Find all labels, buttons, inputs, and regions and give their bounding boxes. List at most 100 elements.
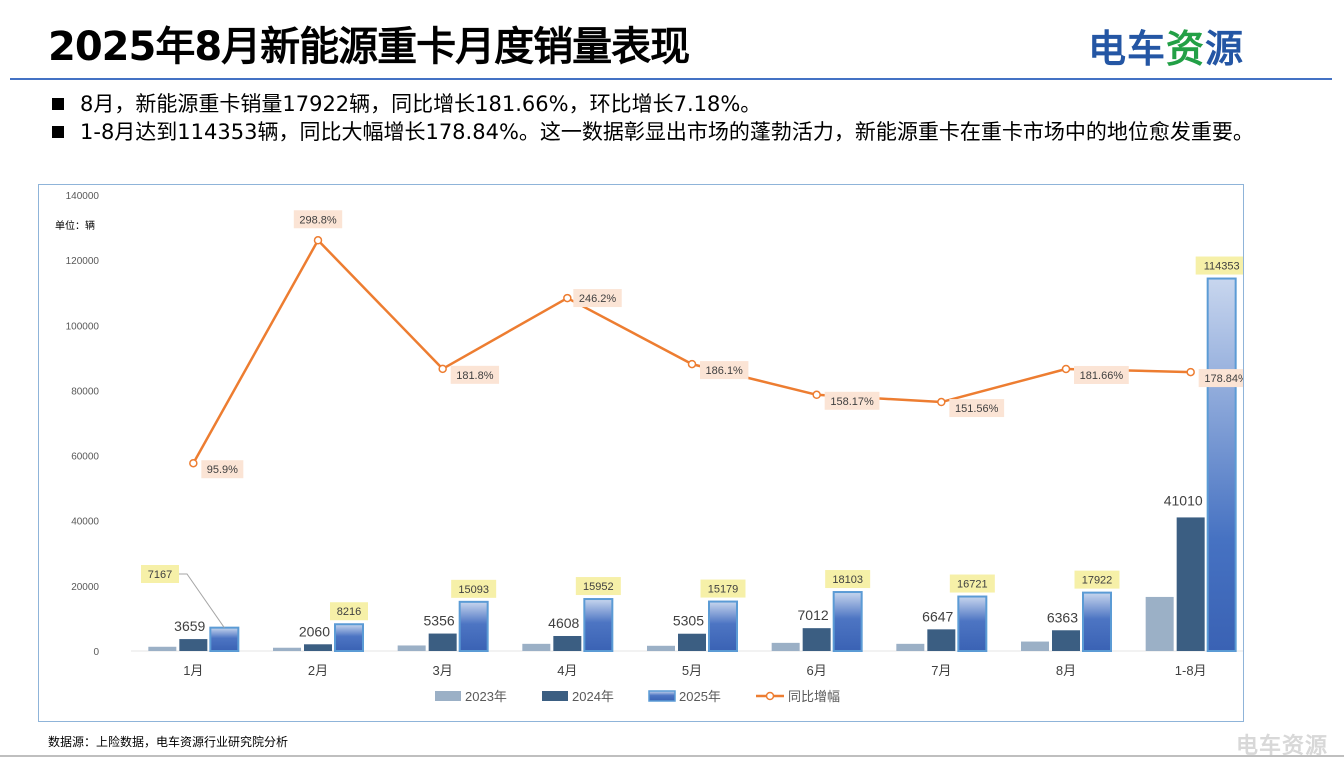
- logo-text-b: 资: [1166, 27, 1206, 71]
- yoy-value-label: 95.9%: [207, 464, 238, 476]
- bar-2023: [771, 642, 800, 651]
- bar-value-label: 7012: [798, 607, 829, 623]
- bar-2024: [1176, 517, 1205, 651]
- header-divider: [10, 78, 1332, 80]
- bar-2023: [647, 645, 675, 651]
- bar-value-label: 114353: [1204, 261, 1240, 273]
- x-tick-label: 8月: [1056, 663, 1076, 678]
- y-tick-label: 140000: [66, 191, 100, 202]
- legend-swatch-2025年: [648, 690, 676, 702]
- bar-2023: [148, 646, 177, 651]
- sales-chart: 020000400006000080000100000120000140000 …: [55, 191, 1254, 704]
- yoy-label-bg: [573, 289, 622, 308]
- chart-container: 0 20000 40000 60000 80000 100000 120000 140000 …: [38, 184, 1254, 722]
- x-tick-label: 4月: [557, 663, 577, 678]
- legend-label: 2025年: [679, 689, 721, 704]
- bar-2025: [957, 595, 988, 653]
- bar-2023: [397, 645, 426, 651]
- y-tick-label: 20000: [71, 582, 99, 593]
- bar-2025: [209, 626, 240, 653]
- page-title: 2025年8月新能源重卡月度销量表现: [48, 24, 690, 70]
- x-tick-label: 1-8月: [1175, 663, 1207, 678]
- bar-label-bg: [330, 602, 368, 621]
- bar-2024: [802, 628, 831, 651]
- yoy-point: [438, 364, 447, 374]
- watermark-logo: 电车资源: [1236, 734, 1329, 759]
- legend-label: 2024年: [572, 689, 614, 704]
- y-tick-label: 40000: [71, 517, 99, 528]
- x-tick-label: 7月: [931, 663, 951, 678]
- x-tick-label: 3月: [433, 663, 453, 678]
- y-tick-label: 0: [93, 647, 99, 658]
- y-tick-label: 120000: [66, 256, 100, 267]
- yoy-label-bg: [450, 365, 500, 384]
- bar-2023: [1021, 641, 1049, 651]
- bar-2023: [1145, 596, 1174, 651]
- legend-label: 2023年: [465, 689, 507, 704]
- summary-bullets: 8月，新能源重卡销量17922辆，同比增长181.66%，环比增长7.18%。 …: [48, 90, 1318, 146]
- bar-value-label: 16721: [957, 579, 988, 591]
- yoy-value-label: 298.8%: [299, 214, 337, 226]
- x-tick-label: 5月: [682, 663, 702, 678]
- x-tick-label: 1月: [183, 663, 203, 678]
- unit-label: 单位：辆: [55, 219, 95, 232]
- bullet-item: 8月，新能源重卡销量17922辆，同比增长181.66%，环比增长7.18%。: [48, 90, 1318, 118]
- yoy-value-label: 186.1%: [706, 365, 744, 377]
- yoy-value-label: 181.66%: [1080, 370, 1124, 382]
- yoy-value-label: 158.17%: [830, 396, 874, 408]
- logo-text-c: 源: [1205, 27, 1245, 71]
- legend-label: 同比增幅: [788, 689, 840, 704]
- yoy-value-label: 151.56%: [955, 403, 999, 415]
- bar-2023: [896, 643, 925, 651]
- yoy-label-bg: [824, 391, 880, 410]
- yoy-value-label: 246.2%: [579, 293, 617, 305]
- yoy-point: [1061, 364, 1071, 374]
- bar-2024: [678, 633, 706, 651]
- bar-2023: [522, 643, 551, 651]
- bar-value-label: 6647: [922, 608, 953, 624]
- yoy-point: [189, 458, 198, 468]
- bar-2025: [832, 591, 863, 653]
- bar-value-label: 15179: [708, 584, 739, 596]
- yoy-point: [563, 293, 572, 303]
- legend-marker: [765, 691, 775, 701]
- bar-2024: [1052, 630, 1080, 651]
- bar-value-label: 8216: [337, 606, 361, 618]
- bar-value-label: 17922: [1082, 575, 1113, 587]
- yoy-point: [687, 359, 697, 369]
- bar-value-label: 3659: [174, 618, 205, 634]
- bar-2024: [179, 639, 208, 651]
- bar-label-bg: [1195, 256, 1248, 275]
- x-tick-label: 2月: [308, 663, 328, 678]
- data-source-note: 数据源：上险数据，电车资源行业研究院分析: [48, 735, 289, 749]
- yoy-growth-line: [192, 239, 1191, 464]
- yoy-value-label: 178.84%: [1204, 373, 1243, 385]
- bar-value-label: 7167: [148, 569, 172, 581]
- bar-value-label: 6363: [1047, 609, 1078, 625]
- bullet-text: 1-8月达到114353辆，同比大幅增长178.84%。这一数据彰显出市场的蓬勃…: [80, 120, 1254, 144]
- bar-label-bg: [451, 579, 497, 598]
- legend-swatch-2023年: [435, 691, 461, 701]
- yoy-label-bg: [1074, 365, 1129, 384]
- yoy-label-bg: [700, 361, 749, 380]
- bar-value-label: 4608: [548, 615, 579, 631]
- bar-2024: [304, 644, 332, 651]
- bar-value-label: 5356: [424, 613, 455, 629]
- yoy-label-bg: [201, 460, 244, 479]
- yoy-point: [812, 390, 821, 400]
- bar-2023: [273, 647, 301, 651]
- bar-2025: [583, 598, 614, 652]
- bar-2024: [553, 635, 582, 651]
- bar-value-label: 2060: [299, 623, 330, 639]
- bar-2025: [1206, 277, 1237, 652]
- y-tick-label: 100000: [66, 321, 100, 332]
- bar-2024: [927, 629, 956, 651]
- bullet-square-icon: [52, 126, 64, 138]
- yoy-label-bg: [1198, 369, 1254, 388]
- bar-2025: [1082, 591, 1112, 653]
- bullet-text: 8月，新能源重卡销量17922辆，同比增长181.66%，环比增长7.18%。: [80, 92, 762, 116]
- bar-value-label: 15952: [583, 581, 614, 593]
- yoy-point: [313, 236, 323, 245]
- y-tick-label: 80000: [71, 386, 99, 397]
- bar-2024: [428, 633, 457, 651]
